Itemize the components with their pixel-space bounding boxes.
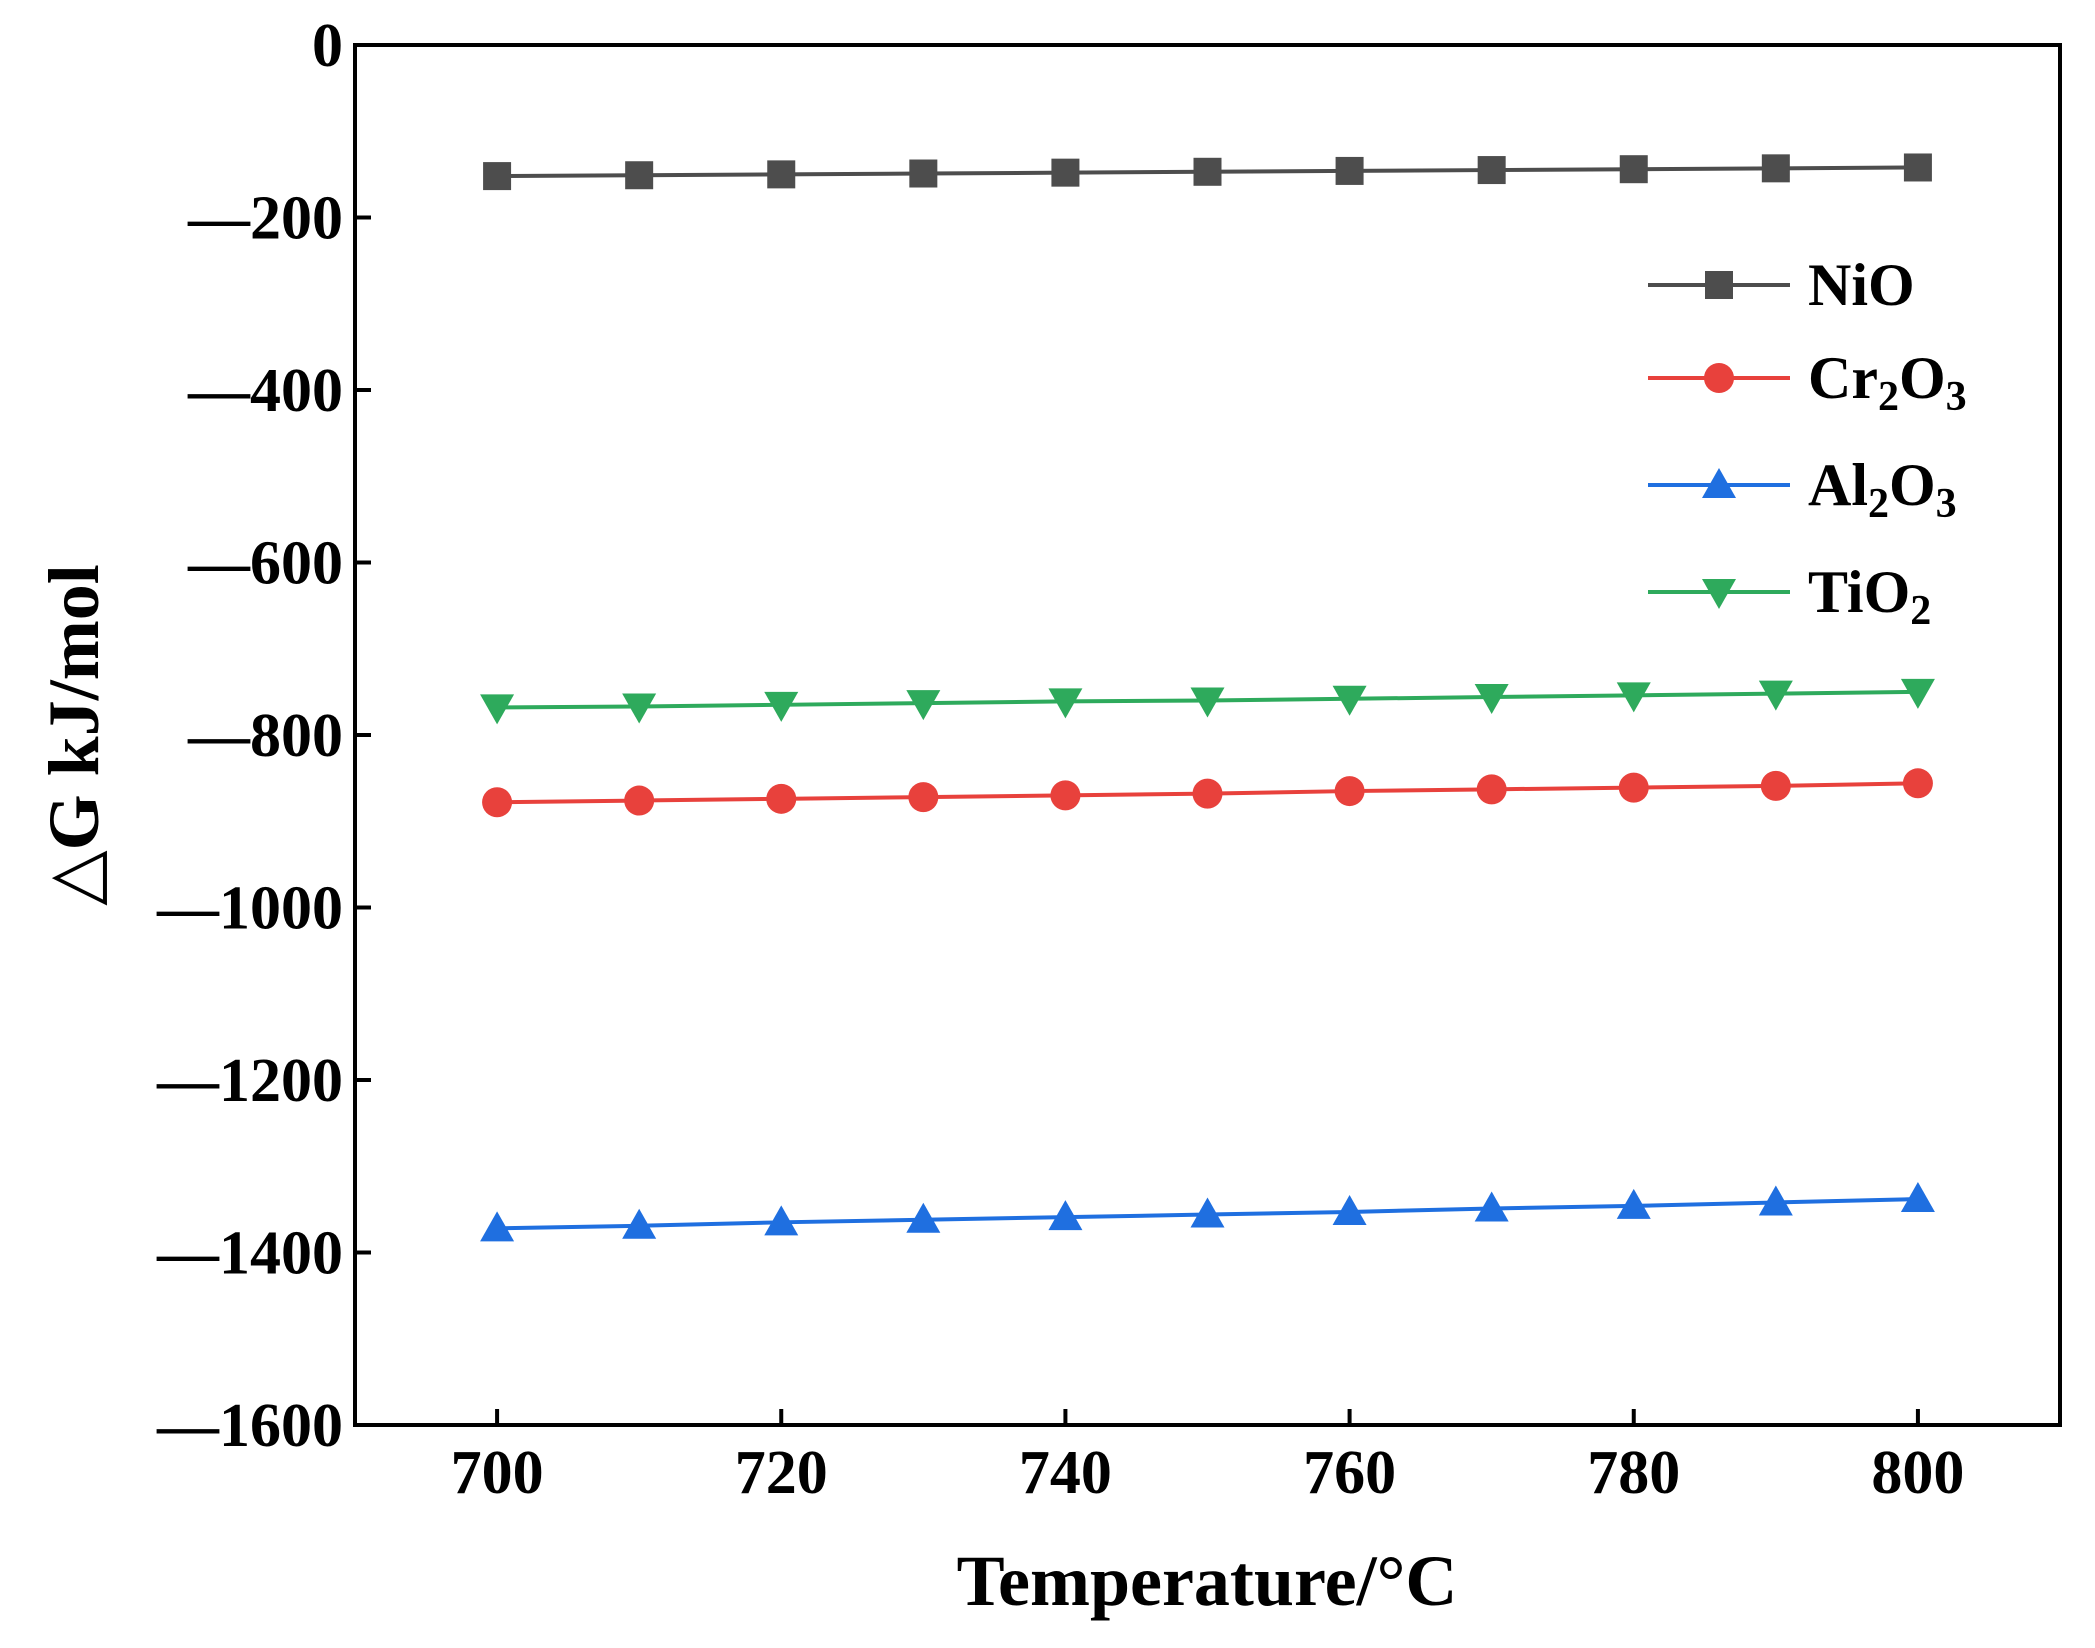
- point-TiO2-710: [622, 693, 657, 724]
- legend-label-TiO2: TiO2: [1808, 559, 1931, 634]
- legend-item-NiO: NiO: [1648, 252, 1915, 318]
- legend-marker-Al2O3: [1702, 468, 1736, 498]
- point-TiO2-800: [1900, 678, 1935, 709]
- y-tick-label-5: —1000: [156, 875, 343, 943]
- point-Cr2O3-780: [1618, 772, 1649, 803]
- legend-label-part: 3: [1936, 481, 1957, 527]
- point-Al2O3-740: [1048, 1200, 1083, 1231]
- point-Cr2O3-740: [1050, 780, 1081, 811]
- point-TiO2-750: [1190, 687, 1225, 718]
- x-tick-label-1: 720: [735, 1439, 828, 1507]
- point-NiO-780: [1619, 155, 1648, 184]
- x-tick-label-4: 780: [1587, 1439, 1680, 1507]
- legend-label-part: 2: [1878, 374, 1899, 420]
- series-Cr2O3: [482, 768, 1933, 818]
- point-TiO2-720: [764, 691, 799, 722]
- point-Al2O3-780: [1616, 1188, 1651, 1219]
- y-axis: 0 —200 —400 —600 —800 —1000 —1200 —1400 —1600: [156, 12, 371, 1460]
- x-axis-title: Temperature/°C: [957, 1541, 1458, 1621]
- point-Cr2O3-730: [908, 782, 939, 813]
- point-NiO-740: [1051, 158, 1080, 187]
- point-Cr2O3-700: [482, 787, 513, 818]
- point-Al2O3-700: [480, 1211, 515, 1242]
- point-TiO2-740: [1048, 688, 1083, 719]
- point-Al2O3-800: [1900, 1182, 1935, 1213]
- y-tick-label-0: 0: [312, 12, 343, 80]
- legend-label-part: Al: [1808, 452, 1868, 518]
- x-tick-label-5: 800: [1871, 1439, 1964, 1507]
- legend-label-part: O: [1889, 452, 1936, 518]
- legend-label-part: 2: [1910, 588, 1931, 634]
- point-Cr2O3-710: [624, 785, 655, 816]
- point-Al2O3-730: [906, 1202, 941, 1233]
- x-tick-label-2: 740: [1019, 1439, 1112, 1507]
- legend-marker-TiO2: [1702, 579, 1736, 609]
- series-Al2O3: [480, 1182, 1935, 1242]
- point-NiO-760: [1335, 156, 1364, 185]
- point-TiO2-780: [1616, 682, 1651, 713]
- point-Cr2O3-750: [1192, 778, 1223, 809]
- point-NiO-800: [1903, 153, 1932, 182]
- legend-label-part: 2: [1868, 481, 1889, 527]
- y-axis-title: △G kJ/mol: [34, 564, 114, 905]
- series-TiO2: [480, 678, 1935, 725]
- point-TiO2-760: [1332, 685, 1367, 716]
- point-TiO2-790: [1758, 680, 1793, 711]
- point-NiO-770: [1477, 156, 1506, 185]
- x-axis: 700 720 740 760 780 800: [451, 1409, 1964, 1507]
- point-TiO2-770: [1474, 684, 1509, 715]
- point-Cr2O3-760: [1334, 776, 1365, 807]
- legend-label-Cr2O3: Cr2O3: [1808, 345, 1967, 420]
- legend-item-TiO2: TiO2: [1648, 559, 1931, 634]
- y-tick-label-8: —1600: [156, 1392, 343, 1460]
- y-tick-label-7: —1400: [156, 1220, 343, 1288]
- point-Al2O3-710: [622, 1208, 657, 1239]
- point-Al2O3-750: [1190, 1197, 1225, 1228]
- y-tick-label-2: —400: [187, 357, 343, 425]
- y-tick-label-4: —800: [187, 702, 343, 770]
- point-NiO-730: [909, 159, 938, 188]
- legend-item-Cr2O3: Cr2O3: [1648, 345, 1967, 420]
- point-NiO-750: [1193, 157, 1222, 186]
- point-Cr2O3-800: [1902, 768, 1933, 799]
- point-TiO2-730: [906, 690, 941, 721]
- point-NiO-720: [767, 160, 796, 189]
- point-Al2O3-720: [764, 1205, 799, 1236]
- point-Cr2O3-770: [1476, 774, 1507, 805]
- point-NiO-790: [1761, 154, 1790, 183]
- legend-label-Al2O3: Al2O3: [1808, 452, 1957, 527]
- y-tick-label-6: —1200: [156, 1047, 343, 1115]
- legend-label-part: TiO: [1808, 559, 1910, 625]
- series-NiO: [483, 153, 1932, 191]
- x-tick-label-3: 760: [1303, 1439, 1396, 1507]
- point-Cr2O3-790: [1760, 770, 1791, 801]
- y-tick-label-3: —600: [187, 530, 343, 598]
- legend-marker-Cr2O3: [1704, 363, 1734, 393]
- legend-item-Al2O3: Al2O3: [1648, 452, 1957, 527]
- point-Al2O3-790: [1758, 1185, 1793, 1216]
- point-NiO-710: [625, 161, 654, 190]
- point-Al2O3-760: [1332, 1194, 1367, 1225]
- x-tick-label-0: 700: [451, 1439, 544, 1507]
- legend-label-part: O: [1899, 345, 1946, 411]
- series-layer: [480, 153, 1935, 1242]
- y-tick-label-1: —200: [187, 185, 343, 253]
- point-TiO2-700: [480, 694, 515, 725]
- legend-label-part: NiO: [1808, 252, 1915, 318]
- legend-label-NiO: NiO: [1808, 252, 1915, 318]
- legend-marker-NiO: [1705, 271, 1733, 299]
- legend-label-part: Cr: [1808, 345, 1878, 411]
- legend-label-part: 3: [1946, 374, 1967, 420]
- point-NiO-700: [483, 162, 512, 191]
- point-Al2O3-770: [1474, 1191, 1509, 1222]
- point-Cr2O3-720: [766, 783, 797, 814]
